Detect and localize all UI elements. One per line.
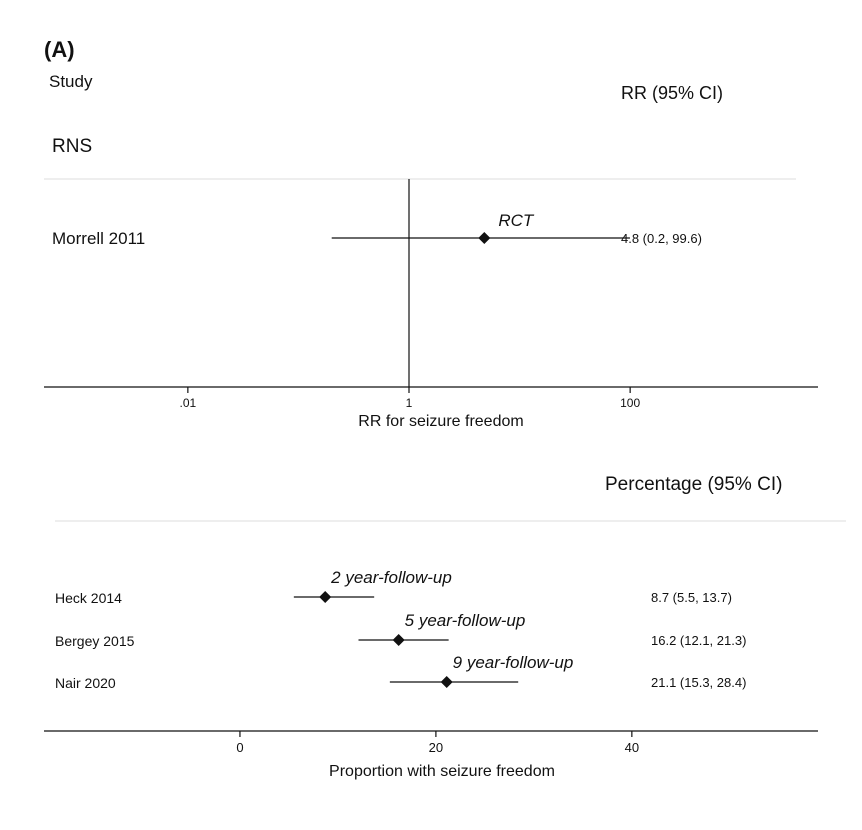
ci-value-label: 8.7 (5.5, 13.7) (651, 590, 732, 605)
percentage-x-tick-label: 40 (625, 740, 639, 755)
rr-x-axis-ticks: .01 1 100 (180, 387, 640, 410)
percentage-x-axis-ticks: 0 20 40 (236, 731, 639, 755)
subgroup-label: RNS (52, 136, 92, 157)
percentage-column-header: Percentage (95% CI) (605, 474, 782, 495)
rr-column-header: RR (95% CI) (621, 83, 723, 103)
study-name: Heck 2014 (55, 590, 122, 606)
rr-x-tick-label: .01 (180, 396, 197, 410)
point-estimate-marker (440, 676, 453, 688)
study-column-header: Study (49, 72, 93, 91)
ci-value-label: 4.8 (0.2, 99.6) (621, 231, 702, 246)
study-name: Morrell 2011 (52, 229, 145, 248)
rr-x-tick-label: 100 (620, 396, 640, 410)
point-estimate-marker (392, 634, 405, 646)
percentage-x-tick-label: 0 (236, 740, 243, 755)
percentage-x-tick-label: 20 (429, 740, 443, 755)
point-estimate-marker (319, 591, 332, 603)
percentage-panel: Percentage (95% CI) 0 20 40 Heck 2014 2 yea… (44, 474, 846, 780)
study-annotation: 2 year-follow-up (330, 568, 452, 587)
percentage-x-axis-label: Proportion with seizure freedom (329, 763, 555, 780)
study-annotation: 9 year-follow-up (453, 653, 574, 672)
study-name: Bergey 2015 (55, 633, 135, 649)
study-annotation: 5 year-follow-up (405, 611, 526, 630)
rr-panel: Study RR (95% CI) RNS .01 1 100 Morrell 20… (44, 72, 818, 430)
ci-value-label: 21.1 (15.3, 28.4) (651, 675, 746, 690)
ci-value-label: 16.2 (12.1, 21.3) (651, 633, 746, 648)
rr-x-axis-label: RR for seizure freedom (358, 413, 523, 430)
study-annotation: RCT (498, 211, 535, 230)
point-estimate-marker (478, 232, 491, 244)
study-name: Nair 2020 (55, 675, 116, 691)
rr-x-tick-label: 1 (406, 396, 413, 410)
rr-study-rows: Morrell 2011 RCT 4.8 (0.2, 99.6) (52, 211, 702, 248)
percentage-study-rows: Heck 2014 2 year-follow-up 8.7 (5.5, 13.7)… (55, 568, 746, 691)
panel-label: (A) (44, 37, 75, 62)
